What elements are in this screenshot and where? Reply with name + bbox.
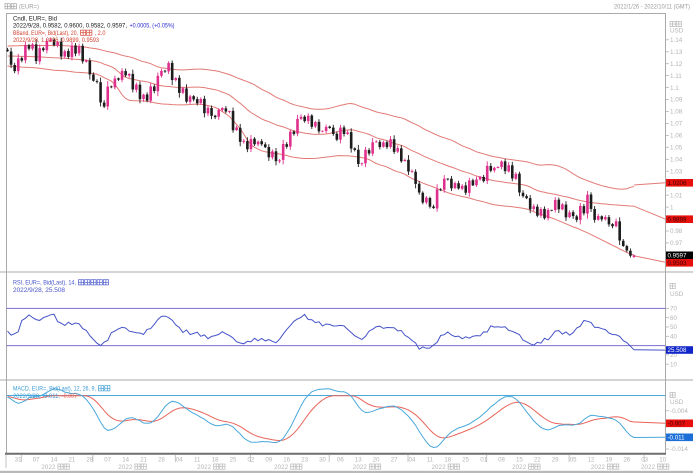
svg-text:USD: USD bbox=[670, 291, 684, 298]
svg-text:, 2.0: , 2.0 bbox=[95, 30, 107, 37]
svg-text:16: 16 bbox=[283, 457, 290, 464]
svg-text:1.07: 1.07 bbox=[670, 121, 683, 128]
svg-text:1.06: 1.06 bbox=[670, 133, 683, 140]
svg-text:25: 25 bbox=[230, 457, 237, 464]
svg-text:25.508: 25.508 bbox=[668, 347, 687, 354]
svg-text:1.1: 1.1 bbox=[670, 85, 679, 92]
svg-text:1.08: 1.08 bbox=[670, 109, 683, 116]
svg-text:0.9597: 0.9597 bbox=[668, 252, 687, 259]
svg-text:USD: USD bbox=[670, 28, 684, 35]
svg-text:20: 20 bbox=[373, 457, 380, 464]
svg-text:06: 06 bbox=[337, 457, 344, 464]
svg-text:1.04: 1.04 bbox=[670, 157, 683, 164]
svg-text:28: 28 bbox=[158, 457, 165, 464]
svg-text:2022/1/26 - 2022/10/11 (GMT): 2022/1/26 - 2022/10/11 (GMT) bbox=[614, 4, 690, 11]
svg-text:2022: 2022 bbox=[41, 464, 56, 471]
svg-text:18: 18 bbox=[444, 457, 451, 464]
svg-text:22: 22 bbox=[534, 457, 541, 464]
svg-text:-0.007: -0.007 bbox=[62, 393, 78, 400]
svg-text:14: 14 bbox=[122, 457, 129, 464]
svg-text:21: 21 bbox=[69, 457, 76, 464]
svg-text:1.01: 1.01 bbox=[670, 192, 683, 199]
svg-text:29: 29 bbox=[552, 457, 559, 464]
svg-text:25: 25 bbox=[462, 457, 469, 464]
svg-text:20: 20 bbox=[670, 352, 678, 359]
svg-text:+0.0005, (+0.05%): +0.0005, (+0.05%) bbox=[130, 23, 175, 30]
svg-text:21: 21 bbox=[140, 457, 147, 464]
svg-text:2022: 2022 bbox=[197, 464, 212, 471]
svg-text:07: 07 bbox=[104, 457, 111, 464]
svg-text:04: 04 bbox=[176, 457, 183, 464]
svg-text:08: 08 bbox=[498, 457, 505, 464]
svg-text:2022: 2022 bbox=[118, 464, 133, 471]
svg-text:2022/9/28, 0.9582, 0.9600, 0.9: 2022/9/28, 0.9582, 0.9600, 0.9582, 0.959… bbox=[13, 23, 127, 30]
svg-text:10: 10 bbox=[670, 361, 678, 368]
svg-text:2022: 2022 bbox=[353, 464, 368, 471]
svg-text:-0.007: -0.007 bbox=[668, 421, 686, 428]
svg-text:0.9593: 0.9593 bbox=[668, 260, 687, 267]
svg-text:0.97: 0.97 bbox=[670, 240, 683, 247]
svg-text:19: 19 bbox=[606, 457, 613, 464]
svg-text:BBand, EUR=, Bid(Last), 20,: BBand, EUR=, Bid(Last), 20, bbox=[13, 30, 78, 37]
svg-text:13: 13 bbox=[355, 457, 362, 464]
svg-text:11: 11 bbox=[427, 457, 434, 464]
svg-text:2022: 2022 bbox=[641, 464, 656, 471]
svg-text:2022: 2022 bbox=[432, 464, 447, 471]
svg-text:27: 27 bbox=[391, 457, 398, 464]
svg-text:-0.004: -0.004 bbox=[670, 408, 688, 415]
svg-text:RSI, EUR=, Bid(Last), 14,: RSI, EUR=, Bid(Last), 14, bbox=[13, 280, 76, 287]
svg-text:1.03: 1.03 bbox=[670, 168, 683, 175]
svg-text:40: 40 bbox=[670, 334, 678, 341]
svg-text:18: 18 bbox=[212, 457, 219, 464]
svg-text:14: 14 bbox=[51, 457, 58, 464]
svg-text:30: 30 bbox=[319, 457, 326, 464]
svg-text:05: 05 bbox=[570, 457, 577, 464]
svg-text:11: 11 bbox=[194, 457, 201, 464]
svg-text:31: 31 bbox=[15, 457, 22, 464]
svg-text:(EUR=): (EUR=) bbox=[19, 4, 39, 11]
svg-text:04: 04 bbox=[409, 457, 416, 464]
svg-text:2022: 2022 bbox=[512, 464, 527, 471]
svg-text:1: 1 bbox=[670, 204, 674, 211]
svg-text:2022: 2022 bbox=[591, 464, 606, 471]
svg-text:0.98: 0.98 bbox=[670, 228, 683, 235]
svg-text:0.9899: 0.9899 bbox=[668, 216, 687, 223]
svg-text:09: 09 bbox=[265, 457, 272, 464]
svg-text:07: 07 bbox=[33, 457, 40, 464]
svg-text:MACD, EUR=, Bid(Last), 12, 26,: MACD, EUR=, Bid(Last), 12, 26, 9, bbox=[13, 386, 96, 393]
svg-text:12: 12 bbox=[588, 457, 595, 464]
svg-text:1.12: 1.12 bbox=[670, 61, 683, 68]
svg-text:USD: USD bbox=[670, 399, 684, 406]
svg-text:1.0206: 1.0206 bbox=[668, 180, 687, 187]
svg-text:01: 01 bbox=[480, 457, 487, 464]
svg-text:1.09: 1.09 bbox=[670, 97, 683, 104]
svg-text:60: 60 bbox=[670, 315, 678, 322]
svg-text:2022/9/28, -0.011,: 2022/9/28, -0.011, bbox=[13, 393, 60, 400]
svg-text:28: 28 bbox=[86, 457, 93, 464]
svg-text:23: 23 bbox=[301, 457, 308, 464]
svg-text:2022: 2022 bbox=[274, 464, 289, 471]
svg-text:03: 03 bbox=[641, 457, 648, 464]
svg-text:Cndl, EUR=, Bid: Cndl, EUR=, Bid bbox=[13, 16, 57, 23]
svg-text:10: 10 bbox=[659, 457, 666, 464]
svg-text:2022/9/28, 25.508: 2022/9/28, 25.508 bbox=[13, 287, 66, 294]
svg-text:70: 70 bbox=[670, 306, 678, 313]
svg-text:2022/9/28, 1.0206, 0.9899, 0.9: 2022/9/28, 1.0206, 0.9899, 0.9593 bbox=[13, 37, 100, 44]
svg-text:02: 02 bbox=[248, 457, 255, 464]
svg-text:50: 50 bbox=[670, 324, 678, 331]
svg-text:1.13: 1.13 bbox=[670, 49, 683, 56]
svg-text:-0.011: -0.011 bbox=[668, 435, 686, 442]
svg-text:26: 26 bbox=[623, 457, 630, 464]
svg-text:1.14: 1.14 bbox=[670, 37, 683, 44]
svg-text:1.05: 1.05 bbox=[670, 145, 683, 152]
svg-text:1.11: 1.11 bbox=[670, 73, 682, 80]
svg-text:-0.014: -0.014 bbox=[670, 446, 688, 453]
svg-text:15: 15 bbox=[516, 457, 523, 464]
